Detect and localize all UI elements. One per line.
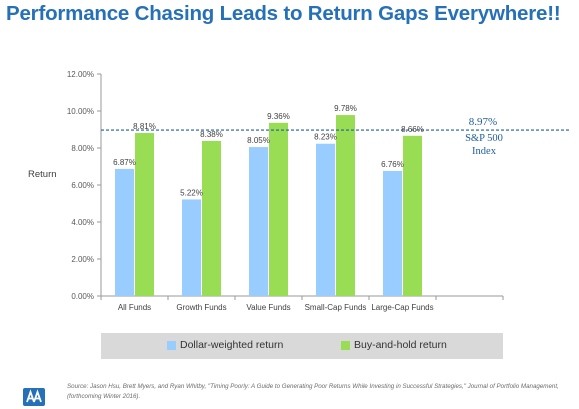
bar-data-label: 8.81%: [133, 122, 156, 131]
bar-buy-and-hold: [336, 115, 355, 296]
bar-buy-and-hold: [135, 133, 154, 296]
reference-series-label-line1: S&P 500: [465, 133, 503, 144]
legend-item-buy-and-hold: Buy-and-hold return: [341, 339, 447, 351]
x-category-label: Small-Cap Funds: [305, 303, 367, 312]
bar-buy-and-hold: [403, 135, 422, 296]
x-category-label: Large-Cap Funds: [371, 303, 433, 312]
source-citation: Source: Jason Hsu, Brett Myers, and Ryan…: [67, 383, 559, 400]
bar-dollar-weighted: [316, 143, 335, 296]
y-axis-title: Return: [28, 169, 57, 180]
bar-data-label: 9.78%: [334, 104, 357, 113]
bar-chart: 0.00% 2.00% 4.00% 6.00% 8.00% 10.00% 12.00% Ret…: [28, 70, 570, 312]
legend-swatch-dollar-weighted: [167, 340, 176, 350]
reference-value-label: 8.97%: [468, 116, 498, 128]
legend-label-buy-and-hold: Buy-and-hold return: [354, 339, 447, 351]
bar-dollar-weighted: [182, 199, 201, 296]
bar-buy-and-hold: [269, 122, 288, 296]
x-category-label: Growth Funds: [176, 303, 226, 312]
legend-item-dollar-weighted: Dollar-weighted return: [167, 339, 283, 351]
bar-dollar-weighted: [383, 170, 402, 296]
bar-buy-and-hold: [202, 140, 221, 296]
x-category-label: All Funds: [118, 303, 151, 312]
y-tick-label: 0.00%: [71, 292, 94, 301]
bar-data-label: 8.66%: [401, 125, 424, 134]
bar-data-label: 6.87%: [113, 158, 136, 167]
bar-data-label: 8.05%: [247, 136, 270, 145]
bar-dollar-weighted: [249, 147, 268, 296]
bar-data-label: 8.38%: [200, 130, 223, 139]
legend-label-dollar-weighted: Dollar-weighted return: [180, 339, 284, 351]
bar-data-label: 9.36%: [267, 112, 290, 121]
chart-labels: 0.00% 2.00% 4.00% 6.00% 8.00% 10.00% 12.00% Ret…: [28, 70, 434, 312]
bar-data-label: 6.76%: [381, 160, 404, 169]
y-tick-label: 12.00%: [67, 70, 94, 79]
chart-axes: [97, 73, 504, 300]
y-tick-label: 8.00%: [71, 144, 94, 153]
y-tick-label: 2.00%: [71, 255, 94, 264]
y-tick-label: 6.00%: [71, 181, 94, 190]
bar-data-label: 5.22%: [180, 188, 203, 197]
y-tick-label: 4.00%: [71, 218, 94, 227]
y-tick-label: 10.00%: [67, 107, 94, 116]
x-category-label: Value Funds: [246, 303, 290, 312]
legend-swatch-buy-and-hold: [341, 340, 350, 350]
chart-legend: Dollar-weighted return Buy-and-hold retu…: [101, 333, 503, 359]
bar-dollar-weighted: [115, 168, 134, 296]
company-logo-icon: [23, 388, 45, 406]
slide-title: Performance Chasing Leads to Return Gaps…: [6, 2, 561, 25]
bar-data-label: 8.23%: [314, 133, 337, 142]
reference-series-label-line2: Index: [472, 146, 496, 157]
chart-bars: [101, 115, 570, 296]
